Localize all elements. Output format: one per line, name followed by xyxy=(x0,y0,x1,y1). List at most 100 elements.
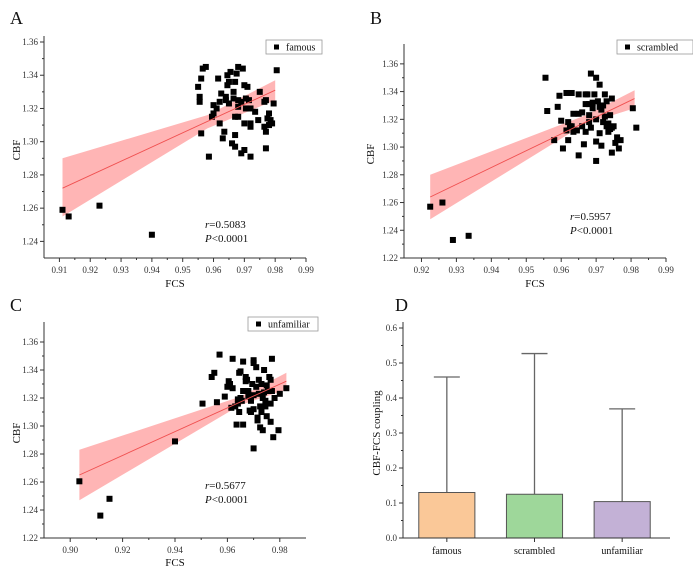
data-point xyxy=(228,404,235,411)
data-point xyxy=(235,113,242,120)
x-tick-label: 0.95 xyxy=(518,265,534,275)
data-point xyxy=(198,130,205,137)
data-point xyxy=(218,90,225,97)
data-point xyxy=(242,95,249,102)
data-point xyxy=(216,120,223,127)
legend-marker xyxy=(625,44,630,50)
regression-line xyxy=(62,89,276,189)
data-point xyxy=(247,123,254,130)
data-point xyxy=(238,98,245,105)
data-point xyxy=(589,105,596,112)
p-annotation: P<0.0001 xyxy=(204,494,248,506)
data-point xyxy=(195,83,202,90)
y-tick-label: 1.28 xyxy=(382,170,398,180)
data-point xyxy=(250,357,257,364)
bar-unfamiliar xyxy=(593,501,651,539)
data-point xyxy=(542,74,549,81)
data-point xyxy=(244,83,251,90)
data-point xyxy=(582,128,589,135)
data-point xyxy=(247,397,254,404)
regression-line xyxy=(79,380,287,476)
data-point xyxy=(575,110,582,117)
data-point xyxy=(270,434,277,441)
data-point xyxy=(629,105,636,112)
r-annotation: r=0.5083 xyxy=(205,219,246,231)
x-tick-label: 0.96 xyxy=(220,545,236,555)
data-point xyxy=(580,141,587,148)
panel-letter: A xyxy=(10,8,23,28)
x-tick-label: 0.98 xyxy=(267,265,283,275)
data-point xyxy=(268,355,275,362)
data-point xyxy=(579,109,586,116)
data-point xyxy=(247,105,254,112)
y-tick-label: 1.26 xyxy=(22,203,38,213)
data-point xyxy=(261,123,268,130)
data-point xyxy=(238,397,245,404)
data-point xyxy=(255,117,262,124)
data-point xyxy=(199,400,206,407)
data-point xyxy=(559,145,566,152)
y-tick-label: 1.30 xyxy=(382,142,398,152)
x-tick-label: 0.91 xyxy=(52,265,68,275)
data-point xyxy=(96,202,103,209)
x-tick-label: 0.92 xyxy=(115,545,131,555)
data-point xyxy=(551,137,558,144)
data-point xyxy=(617,137,624,144)
data-point xyxy=(270,100,277,107)
y-tick-label: 1.26 xyxy=(382,198,398,208)
data-point xyxy=(222,97,229,104)
y-tick-label: 0.4 xyxy=(386,393,398,403)
data-point xyxy=(601,113,608,120)
data-point xyxy=(97,512,104,519)
r-value: =0.5677 xyxy=(209,480,246,492)
data-point xyxy=(257,403,264,410)
x-tick-label: 0.92 xyxy=(82,265,98,275)
r-value: =0.5957 xyxy=(574,211,611,223)
data-point xyxy=(213,105,220,112)
data-point xyxy=(275,427,282,434)
data-point xyxy=(593,138,600,145)
data-point xyxy=(263,382,270,389)
data-point xyxy=(579,123,586,130)
data-point xyxy=(570,128,577,135)
data-point xyxy=(219,135,226,142)
data-point xyxy=(439,199,446,206)
data-point xyxy=(568,89,575,96)
y-tick-label: 0.3 xyxy=(386,428,398,438)
data-point xyxy=(584,91,591,98)
data-point xyxy=(587,124,594,131)
data-point xyxy=(593,116,600,123)
data-point xyxy=(232,143,239,150)
data-point xyxy=(233,70,240,77)
regression-line xyxy=(430,98,635,198)
y-tick-label: 1.22 xyxy=(22,533,38,543)
data-point xyxy=(249,381,256,387)
data-point xyxy=(633,124,640,131)
y-tick-label: 1.34 xyxy=(22,70,38,80)
data-point xyxy=(273,67,280,74)
r-symbol: r xyxy=(205,480,210,492)
p-symbol: P xyxy=(204,233,212,245)
data-point xyxy=(600,119,607,126)
data-point xyxy=(263,413,270,420)
data-point xyxy=(568,123,575,130)
x-tick-label: 0.92 xyxy=(414,265,430,275)
data-point xyxy=(600,102,607,109)
p-annotation: P<0.0001 xyxy=(204,233,248,245)
data-point xyxy=(250,406,257,413)
x-tick-label: 0.95 xyxy=(175,265,191,275)
x-tick-label: 0.96 xyxy=(553,265,569,275)
confidence-band xyxy=(430,90,635,220)
data-point xyxy=(554,103,561,110)
data-point xyxy=(216,351,223,358)
y-axis-title: CBF-FCS coupling xyxy=(371,390,383,476)
x-tick-label: 0.97 xyxy=(588,265,604,275)
data-point xyxy=(245,97,252,104)
data-point xyxy=(587,70,594,77)
y-tick-label: 1.28 xyxy=(22,170,38,180)
data-point xyxy=(250,392,257,399)
data-point xyxy=(254,417,261,424)
y-tick-label: 1.24 xyxy=(22,236,38,246)
data-point xyxy=(247,120,254,127)
data-point xyxy=(262,145,269,152)
